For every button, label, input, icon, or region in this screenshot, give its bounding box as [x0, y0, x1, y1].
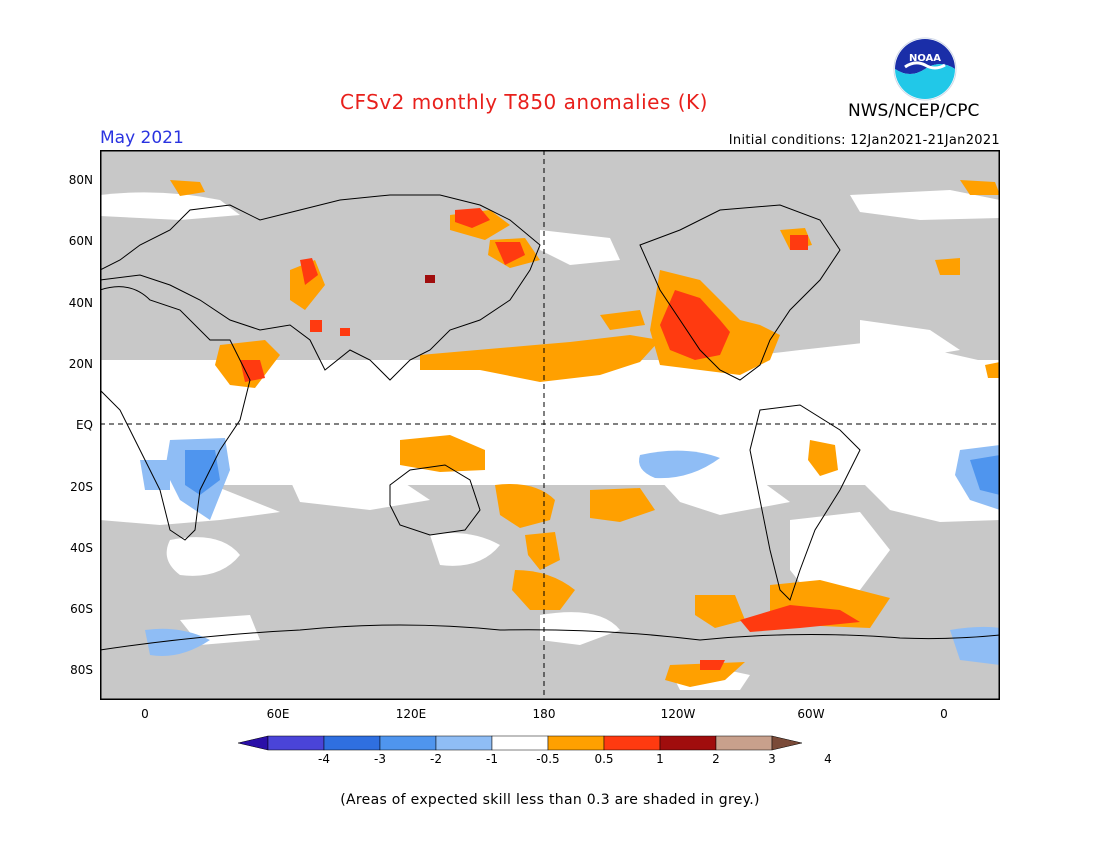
lon-label: 120E: [395, 707, 427, 721]
lon-label: 0: [141, 707, 149, 721]
lon-label: 60W: [797, 707, 825, 721]
lon-label: 0: [940, 707, 948, 721]
lat-label: 60S: [70, 602, 93, 617]
colorbar-segment: [547, 735, 605, 751]
australia-outline: [389, 464, 481, 536]
noaa-logo: NOAA: [893, 37, 957, 101]
coastlines: [100, 194, 1000, 651]
moderate-cool-anomaly-regions: [185, 450, 1000, 495]
antarctica-outline: [100, 624, 1000, 651]
lon-label: 60E: [266, 707, 290, 721]
colorbar-segment: [603, 735, 661, 751]
colorbar-tick-label: 2: [712, 752, 720, 766]
colorbar-tick-label: 1: [656, 752, 664, 766]
colorbar-segment: [267, 735, 325, 751]
colorbar-segment: [491, 735, 549, 751]
lat-label: 20S: [70, 479, 93, 494]
agency-label: NWS/NCEP/CPC: [848, 101, 980, 121]
anomaly-map: [100, 150, 1000, 700]
lat-label: 20N: [68, 356, 93, 371]
colorbar-tick-label: 4: [824, 752, 832, 766]
lat-label: 80N: [68, 173, 93, 187]
forecast-period: May 2021: [100, 128, 184, 148]
africa-outline: [100, 286, 251, 541]
colorbar: [238, 735, 803, 751]
lat-label: 60N: [68, 234, 93, 249]
lat-label: EQ: [75, 418, 93, 433]
colorbar-tick-label: -2: [430, 752, 442, 766]
colorbar-segment: [379, 735, 437, 751]
north-america-outline: [639, 204, 841, 381]
colorbar-tick-label: -4: [318, 752, 330, 766]
colorbar-right-extension: [771, 735, 803, 751]
lon-label: 180: [532, 707, 556, 721]
eurasia-outline: [100, 194, 541, 381]
colorbar-tick-label: 3: [768, 752, 776, 766]
lon-label: 120W: [660, 707, 696, 721]
colorbar-tick-label: -1: [486, 752, 498, 766]
very-strong-warm-anomaly-regions: [425, 275, 435, 283]
colorbar-tick-label: -0.5: [536, 752, 560, 766]
colorbar-segment: [659, 735, 717, 751]
initial-conditions: Initial conditions: 12Jan2021-21Jan2021: [728, 133, 1000, 148]
footnote: (Areas of expected skill less than 0.3 a…: [340, 792, 760, 808]
colorbar-segment: [715, 735, 773, 751]
dark-red-patch: [425, 275, 435, 283]
colorbar-segment: [323, 735, 381, 751]
colorbar-tick-label: -3: [374, 752, 386, 766]
lat-label: 80S: [70, 663, 93, 678]
map-frame: [100, 150, 1000, 700]
colorbar-tick-label: 0.5: [594, 752, 614, 766]
map-title: CFSv2 monthly T850 anomalies (K): [340, 90, 708, 114]
colorbar-left-extension: [238, 735, 269, 751]
lat-label: 40S: [70, 540, 93, 555]
noaa-logo-text: NOAA: [909, 53, 941, 64]
strong-warm-anomaly-regions: [240, 208, 860, 670]
lat-label: 40N: [68, 295, 93, 310]
south-america-outline: [749, 404, 861, 601]
colorbar-segment: [435, 735, 493, 751]
